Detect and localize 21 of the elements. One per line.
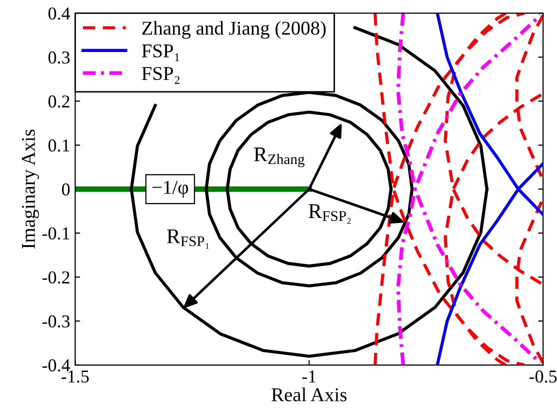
- legend-label: Zhang and Jiang (2008): [142, 21, 326, 39]
- y-tick-label: 0.2: [48, 95, 70, 108]
- legend-label: FSP₂: [142, 66, 180, 84]
- y-tick-label: 0.3: [48, 51, 70, 64]
- y-tick-label: -0.1: [42, 227, 70, 240]
- y-tick-label: -0.4: [42, 359, 70, 372]
- y-tick-label: -0.3: [42, 315, 70, 328]
- x-axis-title: Real Axis: [272, 388, 347, 402]
- y-tick-label: -0.2: [42, 271, 70, 284]
- y-tick-label: 0.1: [48, 139, 70, 152]
- x-tick-label: -0.5: [529, 370, 557, 383]
- x-tick-label: -1: [302, 370, 316, 382]
- y-axis-title: Imaginary Axis: [22, 130, 39, 249]
- y-tick-label: 0.4: [48, 7, 70, 20]
- annotation: R$_{FSP₂}$: [308, 204, 351, 224]
- legend-label: FSP₁: [142, 44, 180, 62]
- annotation: R$_{FSP₁}$: [166, 230, 209, 249]
- y-tick-label: 0: [62, 183, 70, 196]
- annotation: R$_{Zhang}$: [254, 148, 304, 168]
- x-tick-label: -1.5: [62, 370, 89, 383]
- series-label: −1/φ: [152, 180, 188, 198]
